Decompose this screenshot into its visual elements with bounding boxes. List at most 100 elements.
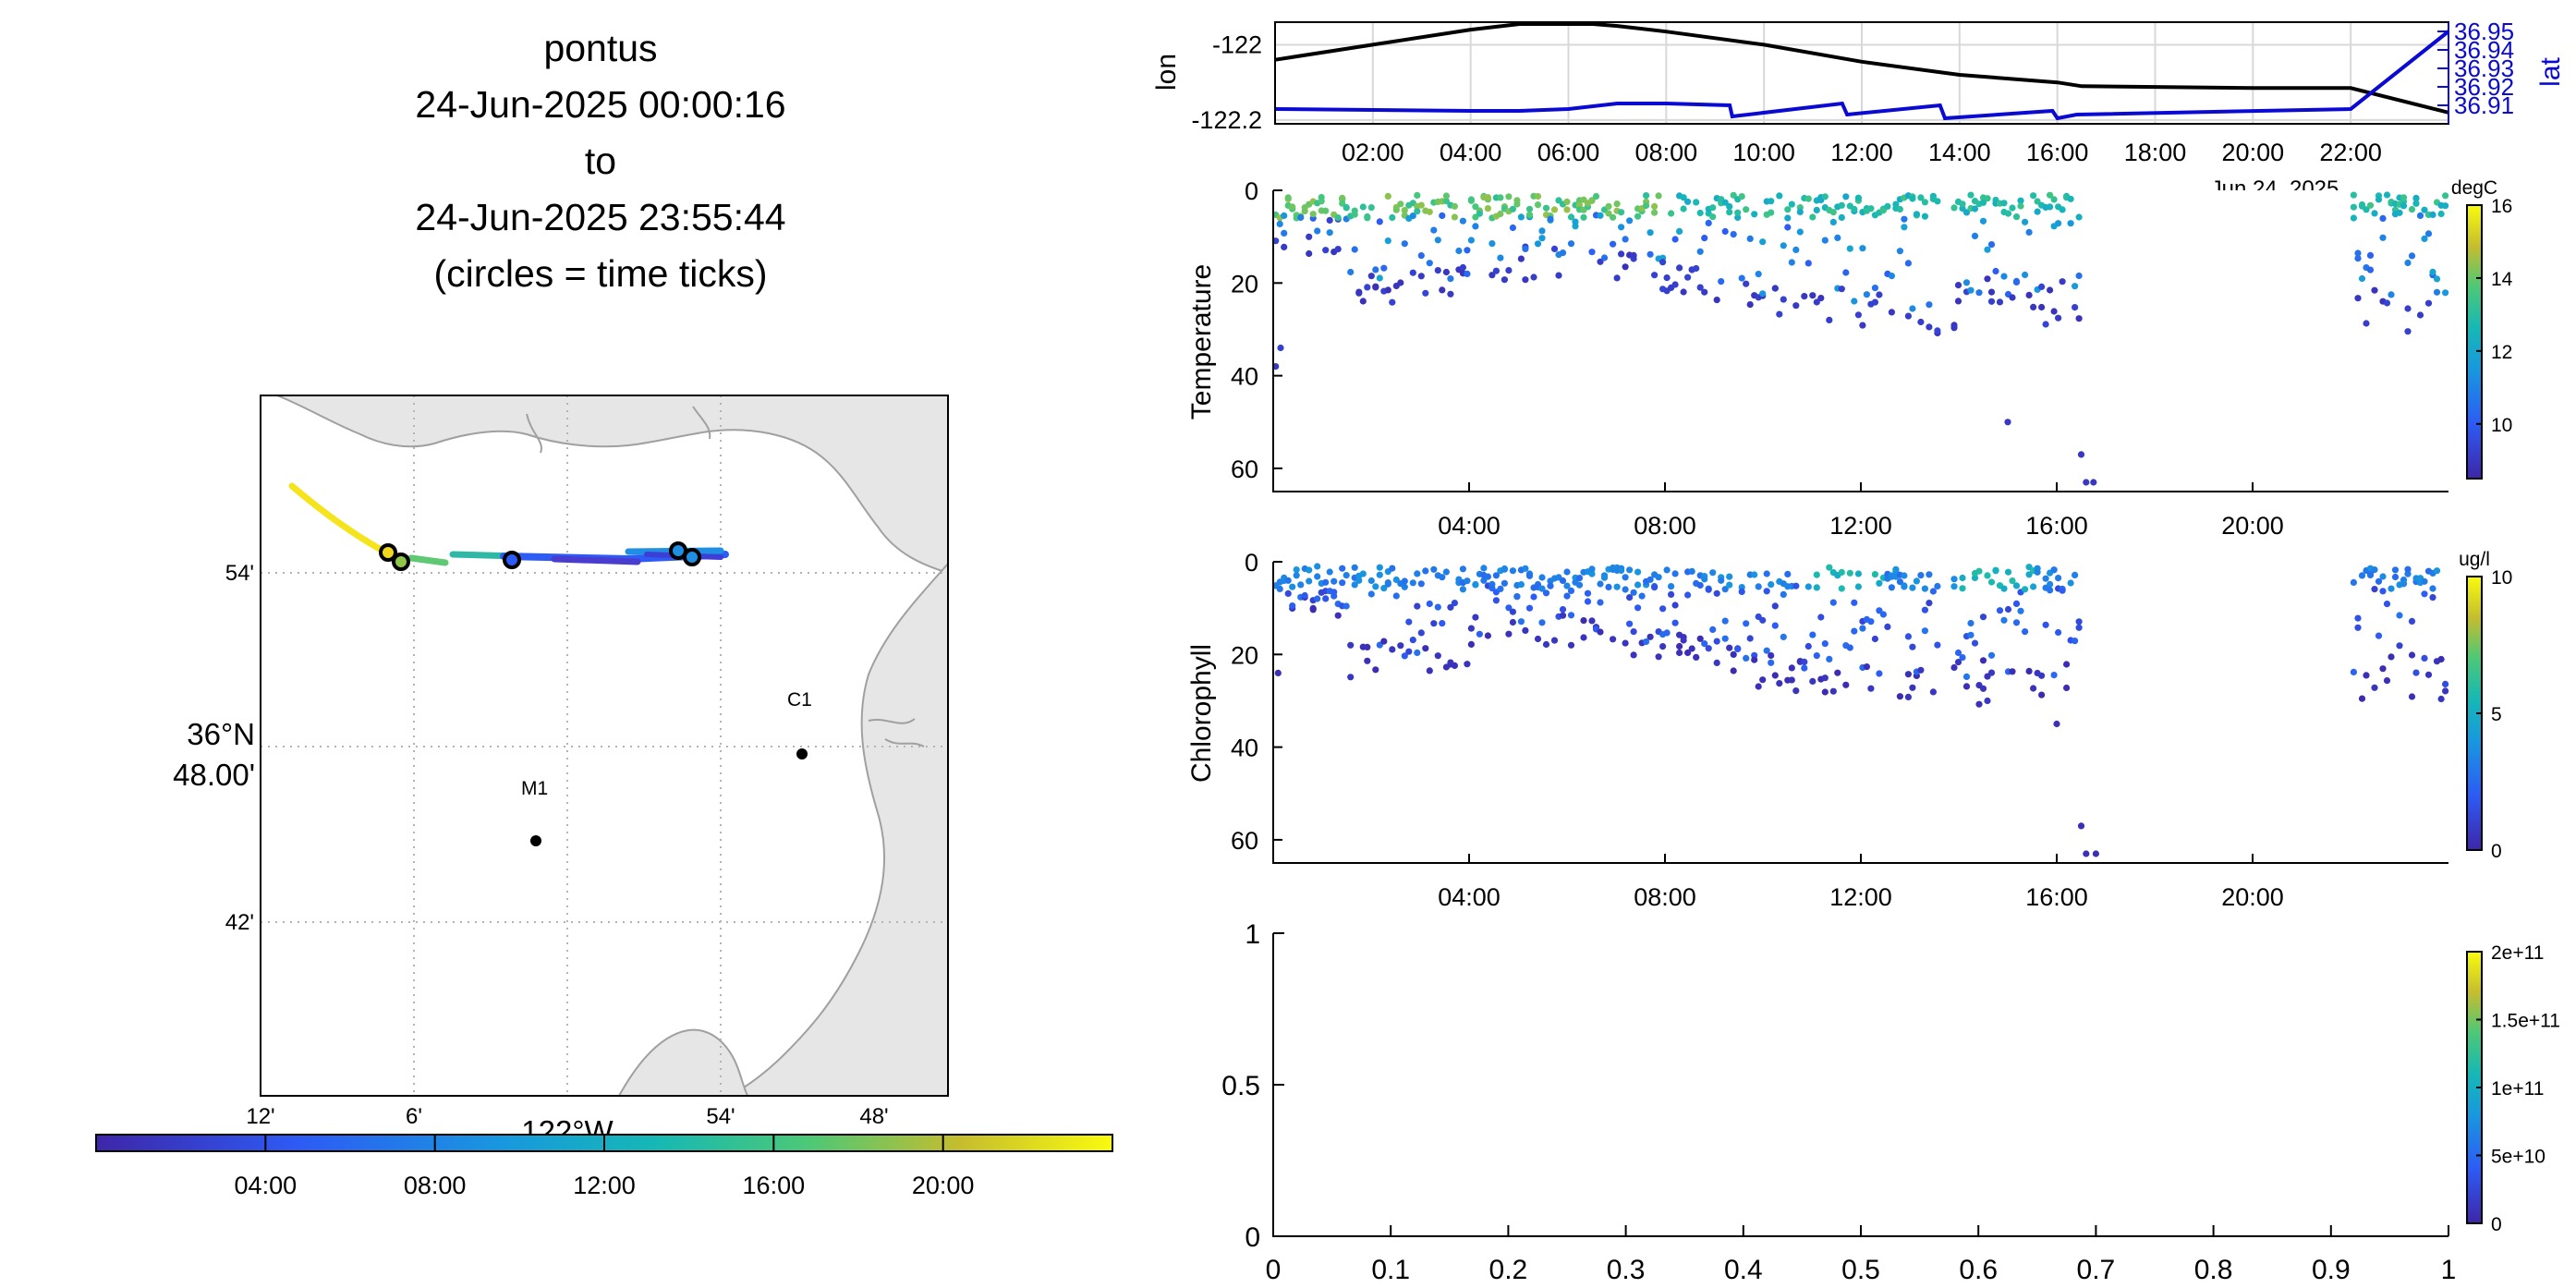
x-tick-label: 08:00	[1634, 512, 1696, 540]
temperature-dot	[1734, 213, 1742, 221]
temperature-dot	[2358, 274, 2366, 283]
chlorophyll-dot	[1559, 612, 1567, 619]
chlorophyll-dot	[1842, 681, 1850, 688]
temperature-dot	[1846, 245, 1853, 252]
temperature-dot	[1771, 285, 1779, 292]
time-tick-circle	[503, 551, 521, 569]
temperature-dot	[1610, 213, 1617, 221]
chlorophyll-dot	[2042, 621, 2049, 628]
chlorophyll-dot	[1854, 583, 1862, 590]
chlorophyll-dot	[2025, 571, 2033, 578]
chlorophyll-dot	[1759, 676, 1767, 684]
chlorophyll-dot	[2009, 668, 2016, 675]
temperature-dot	[2017, 202, 2024, 210]
chlorophyll-dot	[1821, 674, 1829, 682]
temperature-dot	[1829, 218, 1837, 225]
temperature-dot	[2396, 209, 2403, 216]
chlorophyll-dot	[1414, 570, 1421, 577]
chlorophyll-dot	[1613, 583, 1621, 590]
temperature-dot	[1738, 193, 1745, 200]
temperature-dot	[1801, 293, 1808, 300]
chlorophyll-dot	[1671, 601, 1679, 609]
time-colorbar-ticks: 04:00 08:00 12:00 16:00 20:00	[235, 1135, 974, 1199]
chlorophyll-dot	[2025, 667, 2033, 675]
temperature-dot	[1618, 250, 1625, 258]
chlorophyll-dot	[1534, 635, 1542, 643]
chlorophyll-dot	[2083, 850, 2090, 857]
temperature-dot	[1597, 212, 1604, 219]
temperature-dot	[1646, 229, 1654, 237]
chlorophyll-dot	[1950, 663, 1958, 672]
lat-tick-label: 36.91	[2454, 91, 2514, 119]
temperature-dot	[1680, 288, 1687, 296]
chlorophyll-dot	[1575, 575, 1584, 582]
temperature-dot	[1738, 274, 1745, 282]
chlorophyll-dot	[1422, 645, 1429, 652]
chlorophyll-dot	[1575, 581, 1584, 589]
temperature-dot	[1713, 297, 1720, 304]
temperature-dot	[1326, 229, 1333, 237]
temperature-dot	[1409, 269, 1416, 276]
temperature-dot	[1630, 251, 1637, 259]
temperature-dot	[1605, 210, 1612, 217]
chlorophyll-dot	[1696, 581, 1704, 589]
chlorophyll-dot	[1663, 566, 1671, 574]
temperature-dot	[1751, 211, 1758, 218]
temperature-dot	[2009, 294, 2016, 301]
temperature-dot	[1676, 227, 1683, 235]
temperature-dot	[2358, 200, 2366, 209]
chlorophyll-dot	[2050, 566, 2058, 574]
chlorophyll-dot	[1322, 578, 1330, 586]
chlorophyll-dot	[1467, 625, 1475, 632]
temperature-dot	[1334, 214, 1342, 222]
temperature-dot	[1459, 217, 1466, 225]
temperature-dot	[1447, 290, 1454, 298]
chlorophyll-dot	[2000, 616, 2008, 624]
temperature-dot	[2433, 275, 2441, 283]
temperature-colorbar-ticks: 16 14 12 10	[2476, 196, 2513, 436]
chlorophyll-dot	[1713, 589, 1720, 597]
chlorophyll-dot	[1734, 645, 1742, 653]
temperature-dot	[1992, 267, 1999, 275]
map-panel: M1 C1 54' 42' 36°N 48.00' 12' 6' 54' 48'…	[95, 395, 1113, 1199]
chlorophyll-dot	[1901, 572, 1908, 579]
colorbar-tick-label: 0	[2491, 841, 2502, 862]
temperature-dot	[1879, 207, 1887, 214]
chlorophyll-dot	[1501, 565, 1508, 573]
x-tick-label: 0.4	[1724, 1255, 1763, 1285]
temperature-dot	[1417, 252, 1425, 260]
temperature-dot	[1563, 198, 1571, 205]
chlorophyll-dot	[1751, 571, 1758, 578]
chlorophyll-dot	[1801, 664, 1808, 672]
chlorophyll-dot	[1359, 570, 1367, 577]
temperature-dot	[1917, 318, 1925, 326]
temperature-dot	[2363, 206, 2370, 213]
y-tick-label: 20	[1231, 641, 1258, 669]
temperature-dot	[2038, 283, 2046, 290]
temperature-panel: 04:00 08:00 12:00 16:00 20:00 0 20 40 60 Temper…	[1186, 177, 2513, 540]
chlorophyll-dot	[1347, 641, 1355, 649]
time-colorbar-tick-label: 04:00	[235, 1172, 298, 1199]
chlorophyll-dot	[1405, 618, 1413, 626]
temperature-dot	[1517, 255, 1525, 262]
chlorophyll-dot	[1718, 577, 1725, 584]
y-tick-label: 60	[1231, 456, 1258, 483]
position-x-tick-label: 06:00	[1537, 139, 1600, 166]
chlorophyll-dot	[1600, 574, 1609, 581]
chlorophyll-dot	[1343, 572, 1350, 579]
chlorophyll-dot	[1987, 651, 1996, 659]
temperature-dot	[2433, 288, 2441, 296]
temperature-dot	[1984, 246, 1991, 253]
x-tick-label: 0.9	[2312, 1255, 2351, 1285]
chlorophyll-dot	[2004, 605, 2012, 614]
empty-colorbar-ticks: 2e+11 1.5e+11 1e+11 5e+10 0	[2476, 942, 2560, 1235]
chlorophyll-dot	[1876, 670, 1883, 677]
temperature-dot	[2067, 195, 2074, 202]
temperature-dot	[2421, 206, 2428, 213]
chlorophyll-dot	[1622, 574, 1629, 581]
temperature-dot	[1397, 200, 1404, 208]
chlorophyll-dot	[2012, 600, 2021, 608]
temperature-dot	[1434, 267, 1441, 274]
temperature-dot	[2371, 286, 2378, 294]
chlorophyll-dot	[1671, 619, 1679, 626]
